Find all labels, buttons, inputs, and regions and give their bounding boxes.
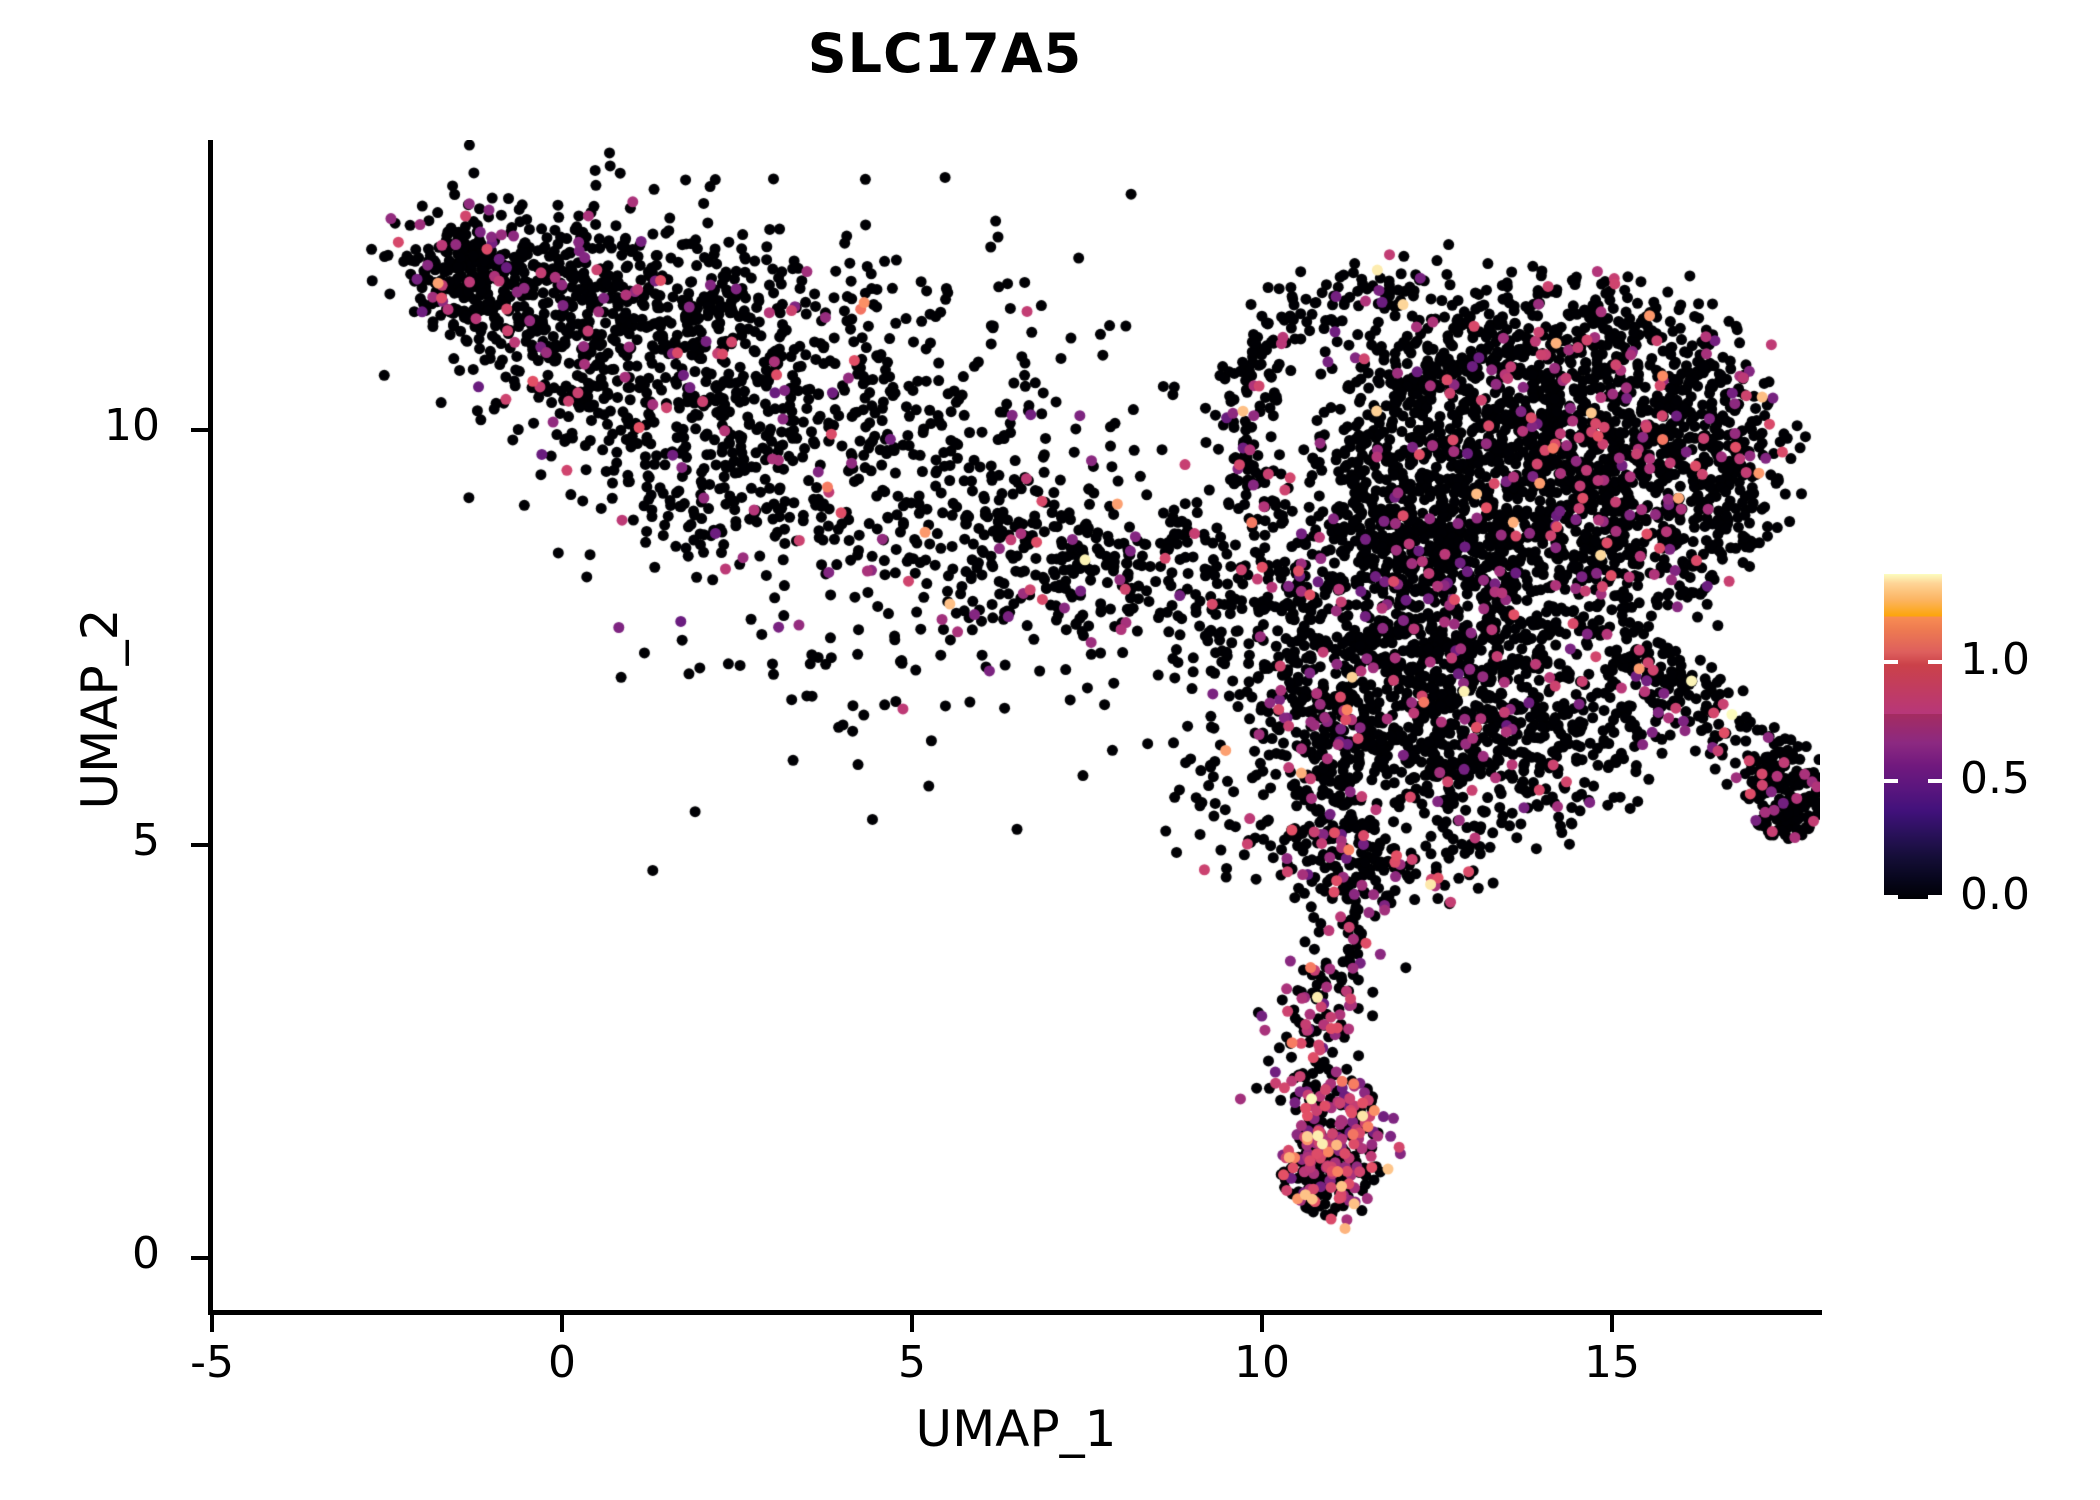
colorbar-label-1-0: 1.0	[1960, 634, 2030, 685]
y-tick-mark-1	[191, 843, 208, 847]
x-tick-mark-3	[1260, 1315, 1264, 1332]
colorbar-tick-1-0-left	[1884, 660, 1898, 664]
x-tick-label-2: 5	[898, 1337, 926, 1388]
x-axis-spine	[208, 1310, 1822, 1315]
y-tick-mark-2	[191, 428, 208, 432]
page-title: SLC17A5	[807, 22, 1083, 85]
x-tick-mark-4	[1610, 1315, 1614, 1332]
colorbar-tick-0-5-right	[1928, 779, 1942, 783]
x-tick-mark-0	[210, 1315, 214, 1332]
y-tick-mark-0	[191, 1256, 208, 1260]
colorbar-tick-0-0-right	[1928, 895, 1942, 899]
colorbar-tick-1-0-right	[1928, 660, 1942, 664]
y-tick-label-0: 0	[132, 1228, 160, 1279]
colorbar-label-0-0: 0.0	[1960, 869, 2030, 920]
colorbar-tick-0-0-left	[1884, 895, 1898, 899]
x-tick-mark-1	[560, 1315, 564, 1332]
colorbar-gradient	[1884, 574, 1942, 899]
scatter-points-canvas	[212, 140, 1820, 1312]
x-tick-label-0: -5	[190, 1337, 234, 1388]
y-axis-label: UMAP_2	[71, 608, 129, 810]
scatter-plot-area	[212, 140, 1820, 1312]
x-tick-label-3: 10	[1234, 1337, 1290, 1388]
y-tick-label-1: 5	[132, 815, 160, 866]
x-tick-label-4: 15	[1584, 1337, 1640, 1388]
y-tick-label-2: 10	[104, 400, 160, 451]
x-tick-mark-2	[910, 1315, 914, 1332]
colorbar-tick-0-5-left	[1884, 779, 1898, 783]
colorbar-label-0-5: 0.5	[1960, 753, 2030, 804]
x-axis-label: UMAP_1	[915, 1400, 1117, 1458]
y-axis-spine	[208, 140, 213, 1315]
x-tick-label-1: 0	[548, 1337, 576, 1388]
